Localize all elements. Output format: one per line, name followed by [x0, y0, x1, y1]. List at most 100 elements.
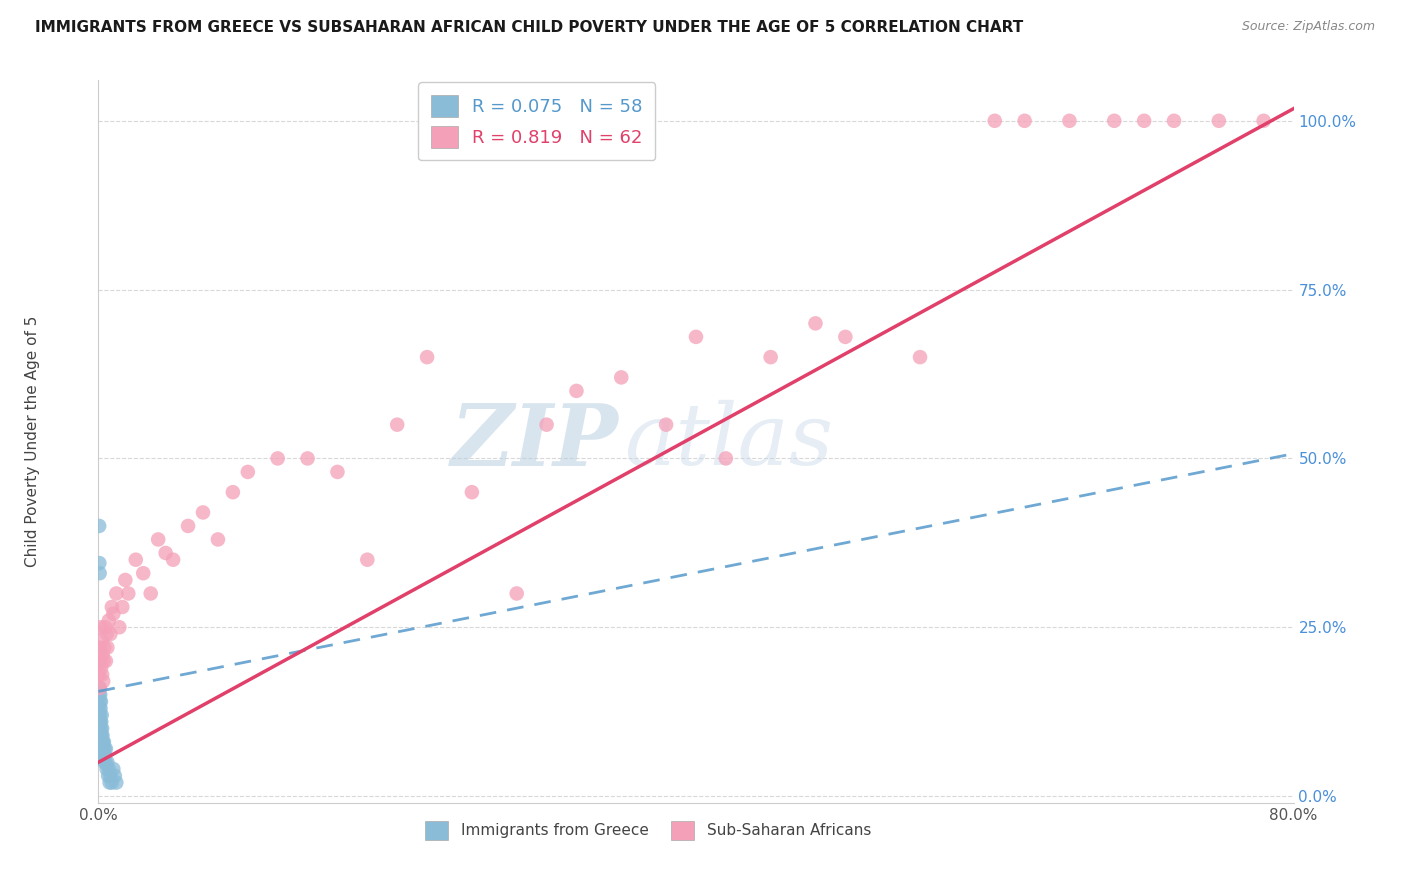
Point [111, 599, 134, 614]
Point [90, 708, 112, 723]
Point [89, 654, 111, 668]
Legend: Immigrants from Greece, Sub-Saharan Africans: Immigrants from Greece, Sub-Saharan Afri… [419, 815, 877, 846]
Point [101, 775, 124, 789]
Point [89, 741, 111, 756]
Point [89, 688, 111, 702]
Point [101, 599, 124, 614]
Point [105, 586, 128, 600]
Point [90, 620, 112, 634]
Text: ZIP: ZIP [450, 400, 619, 483]
Point [108, 620, 131, 634]
Point [89, 708, 111, 723]
Point [91, 735, 114, 749]
Point [207, 533, 229, 547]
Point [91, 667, 114, 681]
Point [98, 769, 122, 783]
Point [93, 640, 115, 655]
Point [90, 728, 112, 742]
Point [90, 633, 112, 648]
Point [685, 330, 707, 344]
Point [96, 627, 118, 641]
Point [1014, 113, 1036, 128]
Text: IMMIGRANTS FROM GREECE VS SUBSAHARAN AFRICAN CHILD POVERTY UNDER THE AGE OF 5 CO: IMMIGRANTS FROM GREECE VS SUBSAHARAN AFR… [35, 20, 1024, 35]
Point [96, 756, 118, 770]
Point [91, 728, 114, 742]
Point [132, 566, 155, 581]
Point [90, 694, 112, 708]
Point [177, 519, 200, 533]
Point [222, 485, 245, 500]
Point [89, 714, 111, 729]
Point [98, 627, 122, 641]
Point [91, 748, 114, 763]
Point [90, 741, 112, 756]
Point [610, 370, 633, 384]
Point [94, 748, 117, 763]
Text: atlas: atlas [624, 401, 834, 483]
Point [97, 614, 120, 628]
Point [506, 586, 529, 600]
Point [759, 350, 782, 364]
Point [1133, 113, 1156, 128]
Point [91, 674, 114, 689]
Point [89, 735, 111, 749]
Point [97, 762, 120, 776]
Point [89, 728, 111, 742]
Point [89, 688, 111, 702]
Point [90, 714, 112, 729]
Point [93, 748, 115, 763]
Point [93, 756, 115, 770]
Point [834, 330, 856, 344]
Point [385, 417, 409, 432]
Point [90, 722, 112, 736]
Point [90, 661, 112, 675]
Point [96, 762, 118, 776]
Point [93, 654, 115, 668]
Point [89, 701, 111, 715]
Point [91, 735, 114, 749]
Point [103, 762, 125, 776]
Point [105, 775, 128, 789]
Point [1253, 113, 1275, 128]
Point [267, 451, 290, 466]
Point [90, 735, 112, 749]
Point [89, 566, 111, 581]
Point [90, 735, 112, 749]
Point [1163, 113, 1185, 128]
Point [908, 350, 931, 364]
Point [326, 465, 349, 479]
Point [89, 701, 111, 715]
Point [191, 505, 214, 519]
Point [89, 708, 111, 723]
Point [94, 741, 117, 756]
Point [93, 741, 115, 756]
Point [117, 586, 139, 600]
Point [89, 681, 111, 695]
Point [655, 417, 678, 432]
Point [89, 722, 111, 736]
Point [96, 640, 118, 655]
Point [104, 769, 127, 783]
Text: Child Poverty Under the Age of 5: Child Poverty Under the Age of 5 [25, 316, 41, 567]
Point [984, 113, 1007, 128]
Point [97, 769, 120, 783]
Point [87, 735, 110, 749]
Point [1059, 113, 1081, 128]
Point [90, 741, 112, 756]
Point [139, 586, 162, 600]
Point [93, 735, 115, 749]
Point [91, 748, 114, 763]
Point [125, 552, 148, 566]
Point [94, 654, 117, 668]
Point [94, 756, 117, 770]
Point [91, 647, 114, 661]
Point [236, 465, 259, 479]
Point [89, 556, 111, 570]
Point [89, 714, 111, 729]
Point [162, 552, 184, 566]
Point [89, 735, 111, 749]
Point [103, 607, 125, 621]
Point [804, 317, 827, 331]
Point [87, 722, 110, 736]
Point [89, 728, 111, 742]
